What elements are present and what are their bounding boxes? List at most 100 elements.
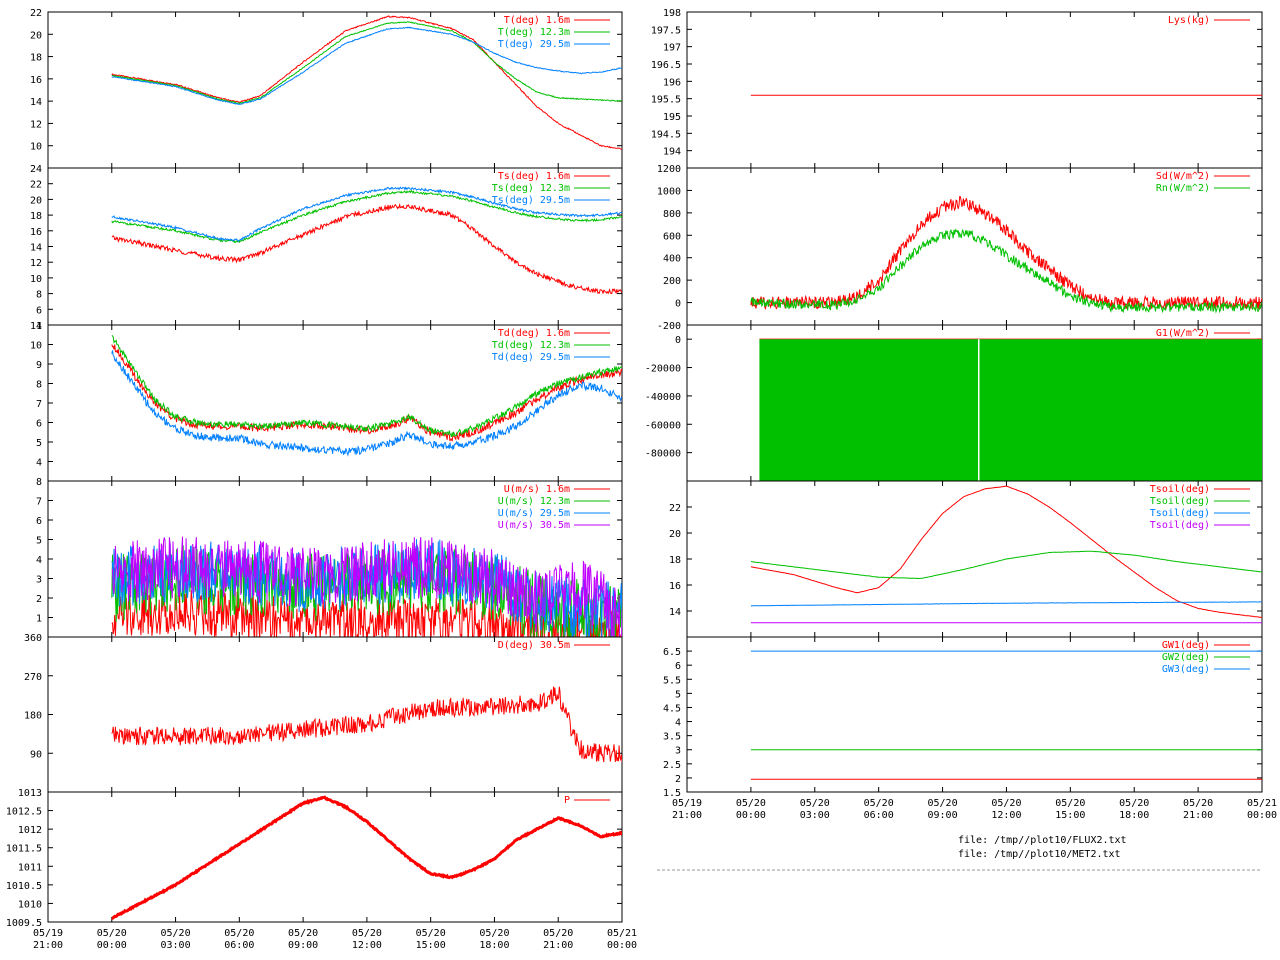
y-tick-label: 0 [675, 299, 681, 310]
y-tick-label: 24 [30, 164, 42, 175]
y-tick-label: 1000 [657, 186, 681, 197]
x-tick-time: 03:00 [161, 940, 191, 951]
x-tick-time: 12:00 [991, 810, 1021, 821]
x-tick-time: 09:00 [288, 940, 318, 951]
y-tick-label: 22 [30, 8, 42, 19]
series-line-green [111, 21, 622, 105]
y-tick-label: 14 [30, 97, 42, 108]
legend-label: T(deg) 12.3m [498, 27, 570, 38]
legend-label: GW1(deg) [1162, 640, 1210, 651]
y-tick-label: 1012 [18, 825, 42, 836]
y-tick-label: 7 [36, 399, 42, 410]
x-tick-date: 05/20 [288, 928, 318, 939]
x-tick-time: 00:00 [1247, 810, 1277, 821]
x-tick-date: 05/20 [1119, 798, 1149, 809]
legend-label: Td(deg) 29.5m [492, 352, 570, 363]
x-tick-date: 05/20 [800, 798, 830, 809]
y-tick-label: 16 [30, 75, 42, 86]
series-line-green [750, 228, 1262, 314]
x-tick-date: 05/20 [97, 928, 127, 939]
y-tick-label: 14 [669, 607, 681, 618]
legend-label: Lys(kg) [1168, 15, 1210, 26]
series-line-red [111, 686, 622, 763]
y-tick-label: 5 [675, 689, 681, 700]
y-tick-label: 8 [36, 380, 42, 391]
series-line-blue [111, 350, 622, 457]
legend-label: U(m/s) 12.3m [498, 496, 570, 507]
y-tick-label: 198 [663, 8, 681, 19]
y-tick-label: 196 [663, 77, 681, 88]
legend-label: U(m/s) 30.5m [498, 520, 570, 531]
x-tick-date: 05/20 [1183, 798, 1213, 809]
y-tick-label: 6.5 [663, 647, 681, 658]
legend-label: G2(W/m^2) [1156, 340, 1210, 351]
legend-label: P [564, 795, 570, 806]
legend-label: Ts(deg) 12.3m [492, 183, 570, 194]
y-tick-label: 5 [36, 438, 42, 449]
y-tick-label: 1 [36, 614, 42, 625]
y-tick-label: 20 [30, 195, 42, 206]
series-line-blue [750, 601, 1262, 607]
legend-label: U(m/s) 1.6m [504, 484, 570, 495]
y-tick-label: 194.5 [651, 129, 681, 140]
y-tick-label: 12 [30, 258, 42, 269]
y-tick-label: 2 [36, 594, 42, 605]
y-tick-label: 3 [675, 746, 681, 757]
legend-label: D(deg) 30.5m [498, 640, 570, 651]
y-tick-label: 4 [675, 718, 681, 729]
panel-frame-10 [686, 636, 1263, 793]
y-tick-label: 2 [675, 774, 681, 785]
y-tick-label: 90 [30, 749, 42, 760]
x-tick-date: 05/19 [672, 798, 702, 809]
y-tick-label: 2.5 [663, 760, 681, 771]
series-line-green [111, 334, 622, 438]
y-tick-label: 1010 [18, 899, 42, 910]
y-tick-label: 4.5 [663, 703, 681, 714]
y-tick-label: 20 [669, 529, 681, 540]
y-tick-label: 180 [24, 711, 42, 722]
x-tick-date: 05/20 [928, 798, 958, 809]
x-tick-date: 05/20 [991, 798, 1021, 809]
legend-label: Tsoil(deg) [1150, 520, 1210, 531]
x-tick-date: 05/20 [161, 928, 191, 939]
legend-label: Td(deg) 12.3m [492, 340, 570, 351]
y-tick-label: 1010.5 [6, 881, 42, 892]
series-line-purple [111, 536, 622, 637]
file-label-met: file: /tmp//plot10/MET2.txt [958, 849, 1121, 860]
series-line-green [750, 550, 1262, 580]
y-tick-label: 12 [30, 119, 42, 130]
y-tick-label: 1009.5 [6, 918, 42, 929]
y-tick-label: 200 [663, 276, 681, 287]
x-tick-time: 09:00 [928, 810, 958, 821]
series-line-red [111, 15, 622, 150]
y-tick-label: 1.5 [663, 788, 681, 799]
series-line-red [750, 485, 1262, 618]
series-line-red [111, 795, 622, 920]
x-tick-time: 12:00 [352, 940, 382, 951]
series-line-red [111, 202, 622, 295]
y-tick-label: 360 [24, 633, 42, 644]
y-tick-label: 6 [36, 305, 42, 316]
y-tick-label: 6 [675, 661, 681, 672]
y-tick-label: 22 [30, 180, 42, 191]
y-tick-label: 5 [36, 536, 42, 547]
legend-label: T(deg) 29.5m [498, 39, 570, 50]
x-tick-date: 05/21 [1247, 798, 1277, 809]
legend-label: Tsoil(deg) [1150, 508, 1210, 519]
y-tick-label: 8 [36, 477, 42, 488]
y-tick-label: 195.5 [651, 95, 681, 106]
panel-frame-6 [686, 11, 1263, 169]
series-line-red [111, 344, 622, 442]
series-line-blue [111, 26, 622, 106]
y-tick-label: 10 [30, 341, 42, 352]
y-tick-label: 197 [663, 43, 681, 54]
x-tick-time: 00:00 [607, 940, 637, 951]
y-tick-label: 1012.5 [6, 807, 42, 818]
y-tick-label: 7 [36, 497, 42, 508]
y-tick-label: 3.5 [663, 732, 681, 743]
y-tick-label: 16 [30, 227, 42, 238]
y-tick-label: 18 [30, 53, 42, 64]
y-tick-label: 4 [36, 321, 42, 332]
legend-label: Ts(deg) 1.6m [498, 171, 570, 182]
y-tick-label: 194 [663, 147, 681, 158]
